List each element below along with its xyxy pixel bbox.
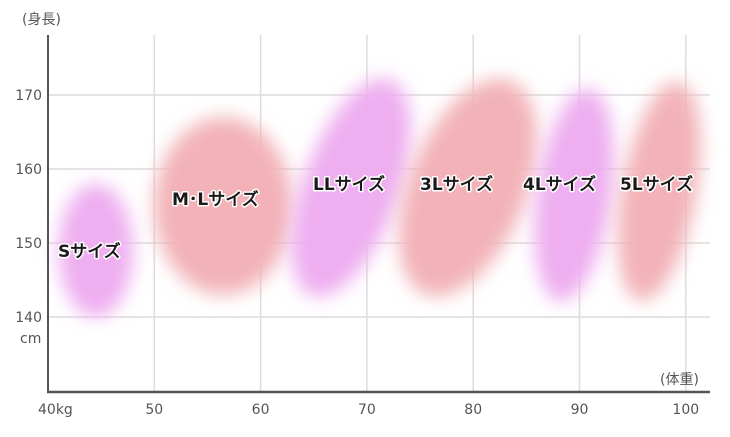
x-tick-label: 70 (358, 402, 376, 418)
x-tick-label: 90 (571, 402, 589, 418)
region-labels: Sサイズ M･Lサイズ LLサイズ 3Lサイズ 4Lサイズ 5Lサイズ (57, 173, 695, 264)
size-region-label: LLサイズ (313, 174, 385, 195)
y-unit-label: cm (20, 331, 41, 347)
size-region-blob (398, 78, 538, 297)
y-tick-label: 150 (15, 236, 42, 252)
x-tick-label: 40kg (38, 402, 73, 418)
x-axis-label: (体重) (660, 372, 699, 388)
size-region-blob (58, 183, 134, 317)
y-tick-label: 140 (15, 310, 42, 326)
size-region-blob (154, 117, 293, 295)
x-tick-label: 80 (464, 402, 482, 418)
y-tick-label: 170 (15, 88, 42, 104)
size-region-blob (291, 78, 411, 297)
size-region-label: M･Lサイズ (172, 189, 259, 210)
size-region-label: Sサイズ (58, 241, 121, 262)
x-tick-label: 50 (145, 402, 163, 418)
size-region-blob (534, 88, 614, 302)
y-tick-label: 160 (15, 162, 42, 178)
size-regions (58, 78, 701, 317)
size-region-blob (617, 81, 701, 301)
size-region-label: 5Lサイズ (620, 174, 693, 195)
size-region-label: 4Lサイズ (523, 174, 596, 195)
x-tick-label: 60 (252, 402, 270, 418)
axes (47, 35, 710, 394)
y-axis-label: (身長) (22, 12, 61, 28)
x-tick-label: 100 (672, 402, 699, 418)
size-region-label: 3Lサイズ (420, 174, 493, 195)
